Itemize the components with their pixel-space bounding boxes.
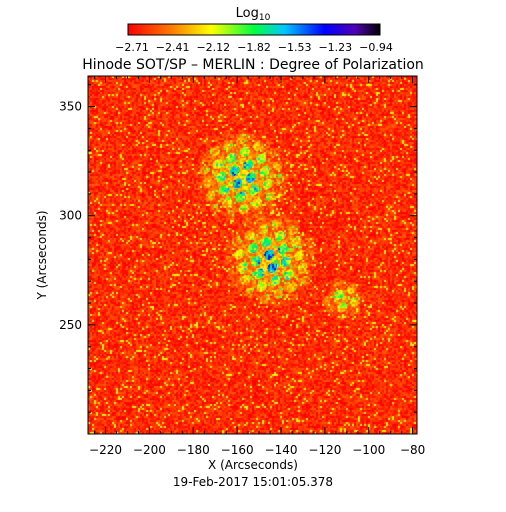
chart-title: Hinode SOT/SP – MERLIN : Degree of Polar…: [82, 57, 424, 73]
x-axis: −220 −200 −180 −160 −140 −120 −100 −80: [89, 76, 425, 457]
colorbar-tick-label: −2.41: [156, 41, 190, 54]
x-axis-label: X (Arcseconds): [208, 458, 298, 472]
colorbar-tick-label: −1.23: [318, 41, 352, 54]
x-tick-label: −200: [133, 443, 166, 457]
x-tick-label: −120: [308, 443, 341, 457]
colorbar-tick-label: −1.53: [278, 41, 312, 54]
x-tick-label: −140: [265, 443, 298, 457]
x-tick-label: −100: [352, 443, 385, 457]
heatmap-image: [88, 76, 417, 434]
y-axis-label: Y (Arcseconds): [35, 210, 49, 300]
y-tick-label: 250: [59, 318, 82, 332]
colorbar-title: Log10: [236, 6, 271, 23]
y-tick-label: 300: [59, 209, 82, 223]
x-tick-label: −180: [177, 443, 210, 457]
colorbar-tick-label: −2.71: [115, 41, 149, 54]
y-tick-label: 350: [59, 100, 82, 114]
date-label: 19-Feb-2017 15:01:05.378: [173, 475, 333, 489]
colorbar: [127, 23, 381, 36]
colorbar-tick-label: −1.82: [237, 41, 271, 54]
x-tick-label: −220: [89, 443, 122, 457]
x-tick-label: −160: [221, 443, 254, 457]
colorbar-tick-label: −0.94: [359, 41, 393, 54]
colorbar-tick-label: −2.12: [196, 41, 230, 54]
x-tick-label: −80: [400, 443, 425, 457]
y-axis: 250 300 350: [59, 84, 417, 413]
plot-frame: [87, 75, 418, 435]
colorbar-tick-labels: −2.71 −2.41 −2.12 −1.82 −1.53 −1.23 −0.94: [115, 41, 393, 54]
